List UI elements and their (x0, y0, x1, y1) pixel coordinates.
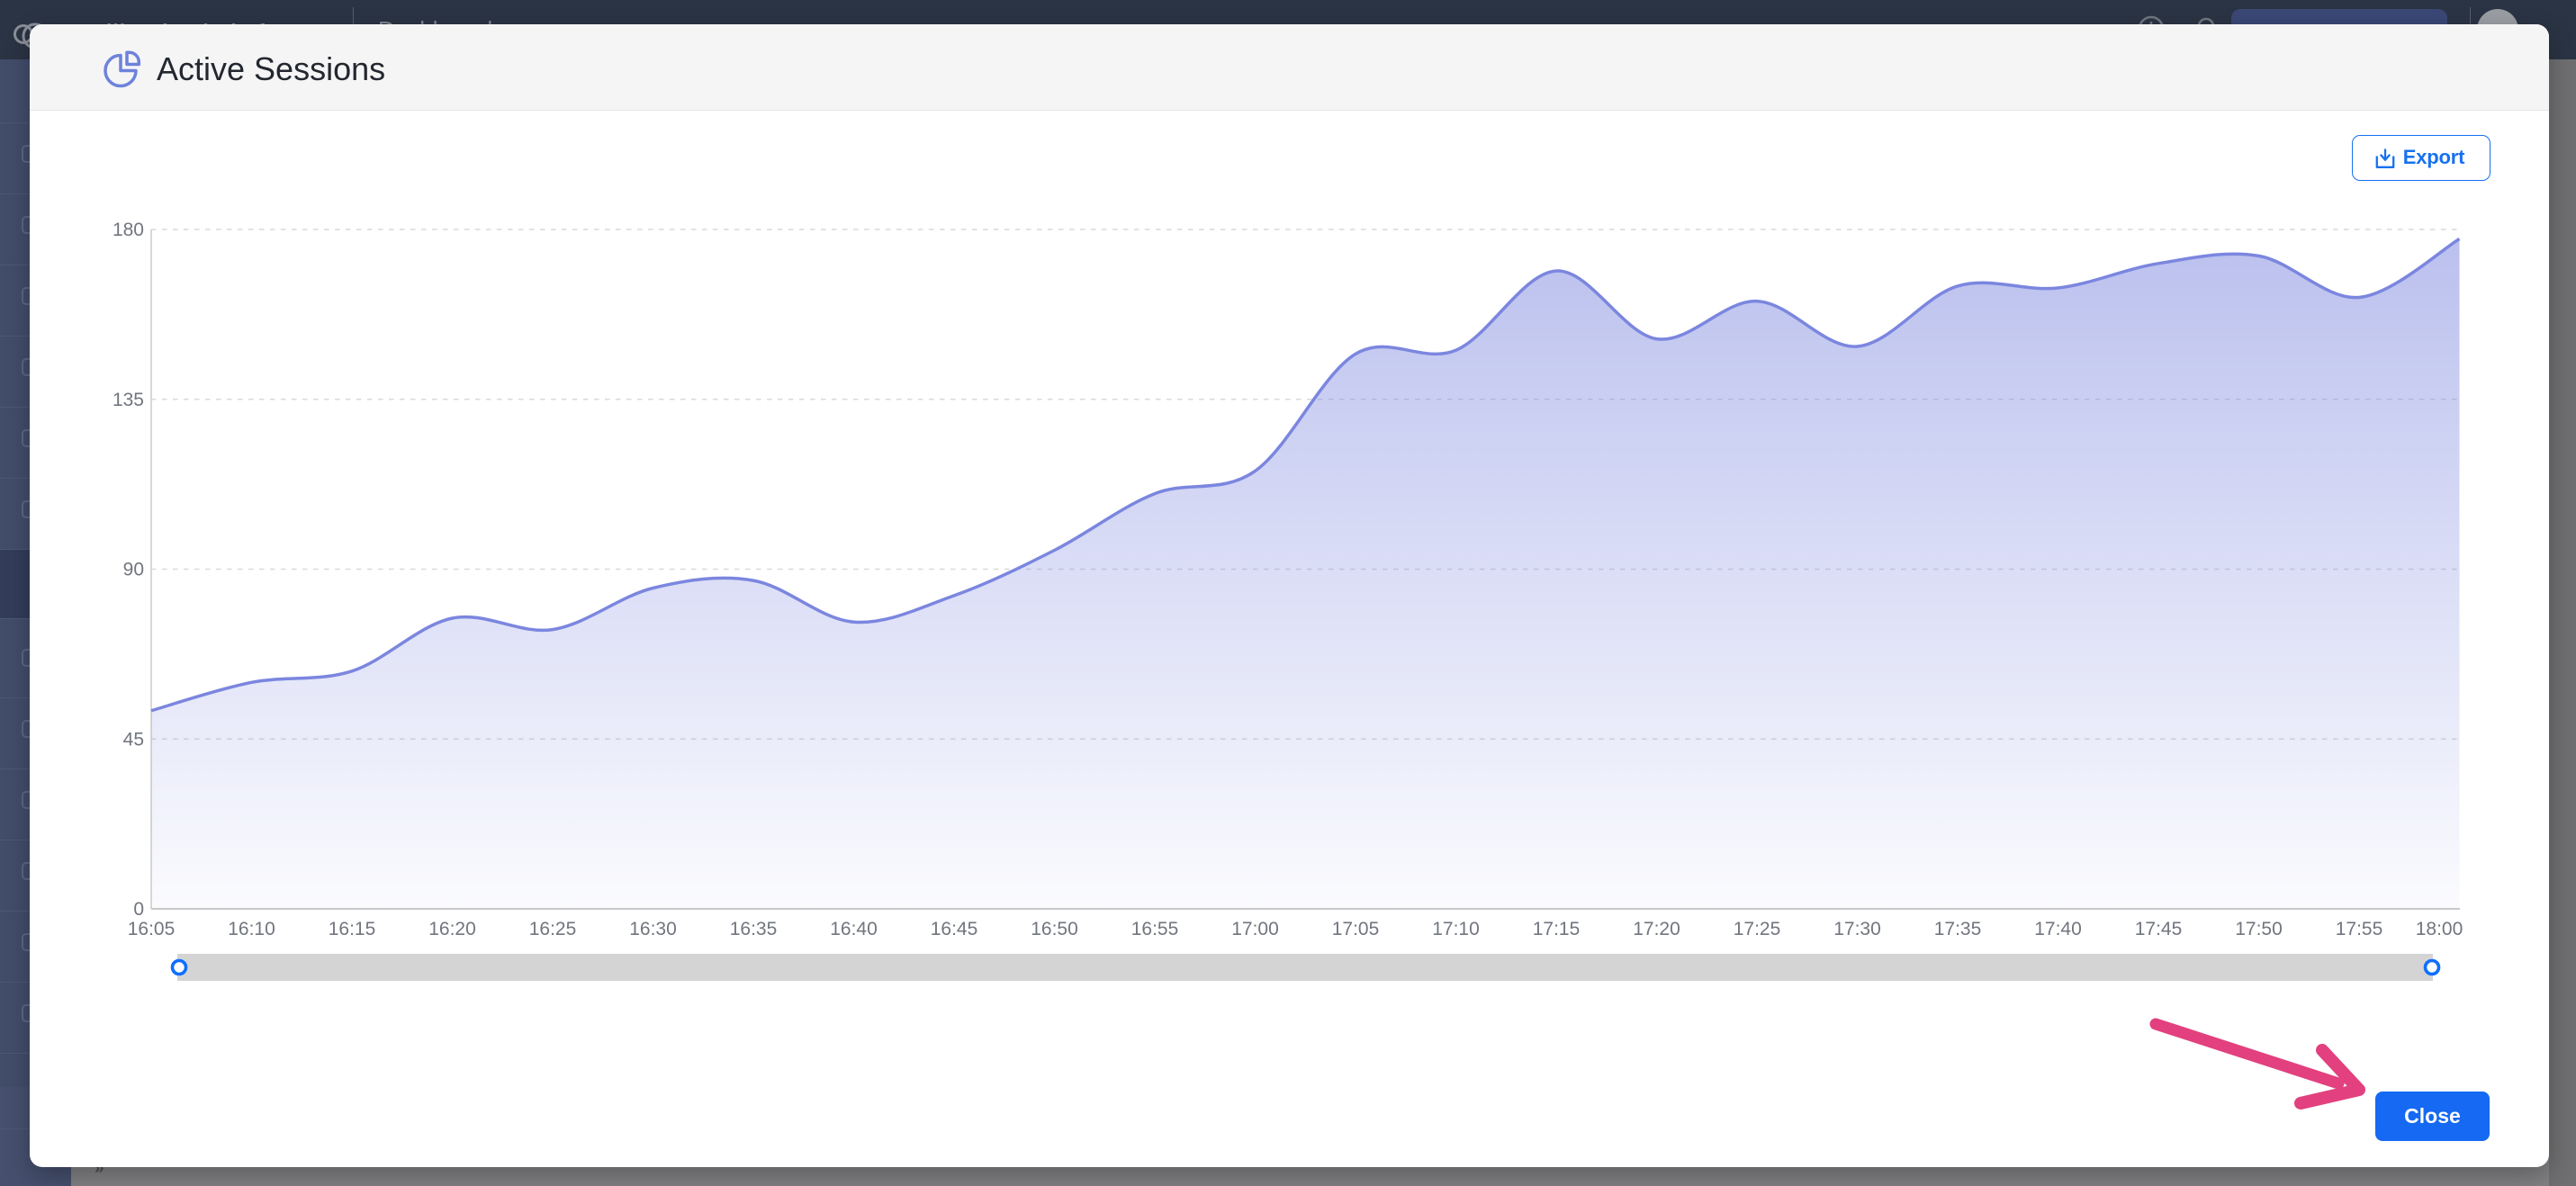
svg-text:16:20: 16:20 (428, 919, 476, 939)
svg-text:18:00: 18:00 (2416, 919, 2463, 939)
svg-text:17:50: 17:50 (2235, 919, 2283, 939)
svg-text:17:45: 17:45 (2135, 919, 2183, 939)
svg-text:17:10: 17:10 (1432, 919, 1480, 939)
svg-text:16:10: 16:10 (228, 919, 275, 939)
svg-text:17:40: 17:40 (2034, 919, 2082, 939)
svg-text:16:35: 16:35 (730, 919, 778, 939)
svg-text:17:35: 17:35 (1934, 919, 1982, 939)
svg-text:180: 180 (113, 220, 144, 240)
svg-text:16:25: 16:25 (529, 919, 577, 939)
svg-text:0: 0 (133, 899, 144, 920)
svg-text:16:15: 16:15 (329, 919, 376, 939)
svg-text:17:30: 17:30 (1833, 919, 1881, 939)
svg-text:17:20: 17:20 (1633, 919, 1680, 939)
svg-text:16:05: 16:05 (128, 919, 176, 939)
svg-text:135: 135 (113, 390, 144, 410)
svg-text:90: 90 (123, 560, 144, 580)
svg-text:16:55: 16:55 (1131, 919, 1179, 939)
svg-text:17:55: 17:55 (2336, 919, 2383, 939)
svg-text:45: 45 (123, 729, 144, 750)
svg-text:17:25: 17:25 (1734, 919, 1781, 939)
svg-text:17:15: 17:15 (1533, 919, 1581, 939)
svg-text:16:50: 16:50 (1031, 919, 1078, 939)
svg-text:16:40: 16:40 (830, 919, 878, 939)
svg-text:16:45: 16:45 (931, 919, 978, 939)
svg-text:17:00: 17:00 (1231, 919, 1279, 939)
svg-text:17:05: 17:05 (1332, 919, 1380, 939)
svg-text:16:30: 16:30 (629, 919, 677, 939)
